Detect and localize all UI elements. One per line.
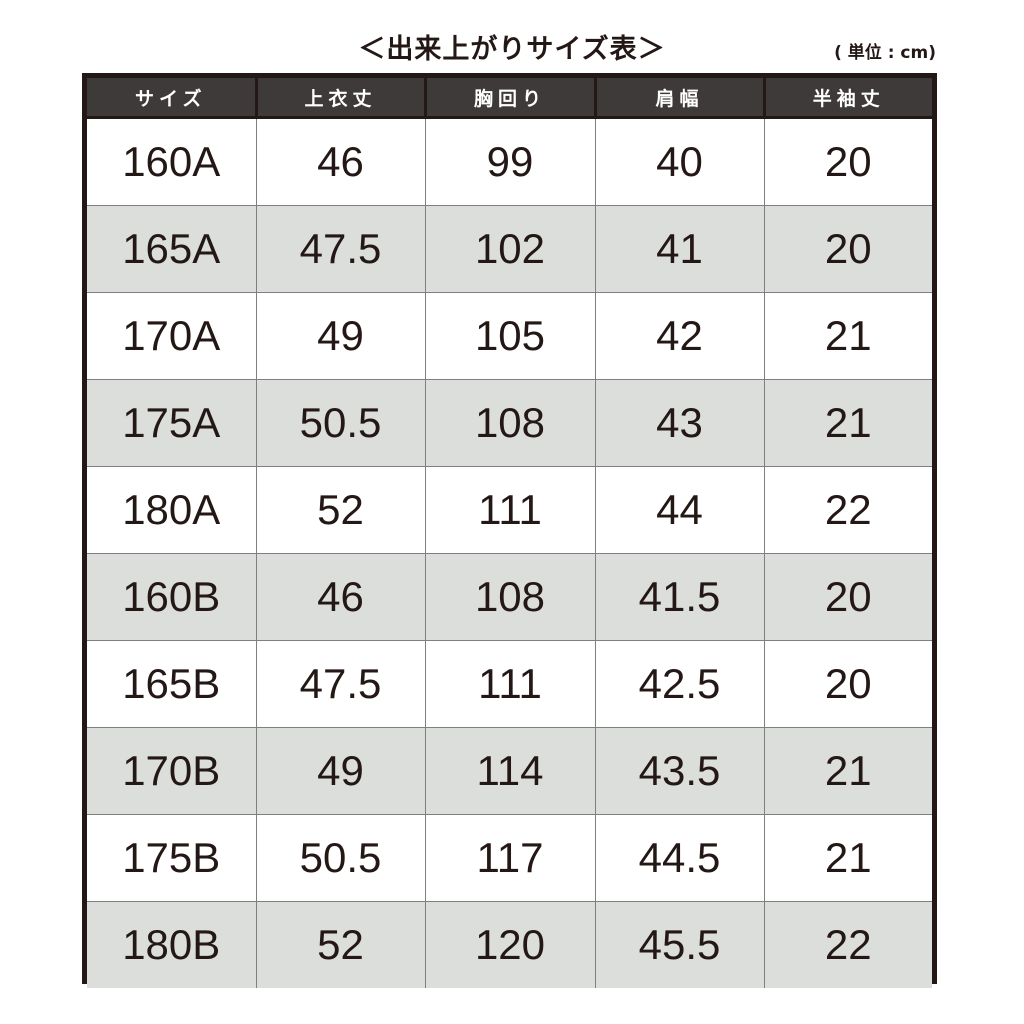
cell-jacket-length: 49 — [255, 727, 425, 815]
cell-chest: 102 — [424, 205, 595, 293]
cell-jacket-length: 50.5 — [255, 379, 425, 467]
table-row: 180B 52 120 45.5 22 — [87, 901, 932, 988]
cell-sleeve-length: 21 — [763, 292, 932, 380]
cell-chest: 108 — [424, 379, 595, 467]
size-table-frame: サイズ 上衣丈 胸回り 肩幅 半袖丈 160A 46 99 40 20 165A… — [82, 73, 937, 988]
cell-chest: 99 — [424, 117, 595, 206]
table-row: 175A 50.5 108 43 21 — [87, 379, 932, 467]
cell-shoulder-width: 45.5 — [594, 901, 764, 988]
cell-shoulder-width: 42 — [594, 292, 764, 380]
cell-size: 170A — [87, 292, 256, 380]
cell-shoulder-width: 43.5 — [594, 727, 764, 815]
cell-sleeve-length: 20 — [763, 117, 932, 206]
cell-shoulder-width: 41.5 — [594, 553, 764, 641]
cell-sleeve-length: 20 — [763, 205, 932, 293]
cell-size: 175A — [87, 379, 256, 467]
cell-size: 165B — [87, 640, 256, 728]
cell-jacket-length: 47.5 — [255, 205, 425, 293]
header-chest: 胸回り — [423, 78, 595, 119]
cell-sleeve-length: 21 — [763, 814, 932, 902]
size-table: サイズ 上衣丈 胸回り 肩幅 半袖丈 160A 46 99 40 20 165A… — [87, 78, 932, 988]
cell-jacket-length: 52 — [255, 901, 425, 988]
table-row: 165A 47.5 102 41 20 — [87, 205, 932, 293]
cell-jacket-length: 46 — [255, 117, 425, 206]
cell-size: 180A — [87, 466, 256, 554]
header-sleeve-length: 半袖丈 — [762, 78, 932, 119]
cell-shoulder-width: 43 — [594, 379, 764, 467]
cell-size: 165A — [87, 205, 256, 293]
cell-chest: 114 — [424, 727, 595, 815]
table-row: 180A 52 111 44 22 — [87, 466, 932, 554]
cell-jacket-length: 49 — [255, 292, 425, 380]
cell-sleeve-length: 22 — [763, 466, 932, 554]
cell-jacket-length: 50.5 — [255, 814, 425, 902]
cell-shoulder-width: 44 — [594, 466, 764, 554]
table-row: 165B 47.5 111 42.5 20 — [87, 640, 932, 728]
cell-chest: 120 — [424, 901, 595, 988]
cell-chest: 117 — [424, 814, 595, 902]
header-jacket-length: 上衣丈 — [254, 78, 425, 119]
cell-size: 170B — [87, 727, 256, 815]
cell-sleeve-length: 22 — [763, 901, 932, 988]
table-row: 175B 50.5 117 44.5 21 — [87, 814, 932, 902]
cell-chest: 108 — [424, 553, 595, 641]
cell-shoulder-width: 44.5 — [594, 814, 764, 902]
table-row: 170A 49 105 42 21 — [87, 292, 932, 380]
cell-jacket-length: 47.5 — [255, 640, 425, 728]
cell-size: 180B — [87, 901, 256, 988]
header-size: サイズ — [87, 78, 256, 119]
cell-chest: 105 — [424, 292, 595, 380]
table-row: 170B 49 114 43.5 21 — [87, 727, 932, 815]
cell-sleeve-length: 20 — [763, 553, 932, 641]
table-row: 160B 46 108 41.5 20 — [87, 553, 932, 641]
page-title: ＜出来上がりサイズ表＞ — [358, 34, 666, 65]
header-shoulder-width: 肩幅 — [593, 78, 764, 119]
cell-sleeve-length: 21 — [763, 727, 932, 815]
cell-size: 160A — [87, 117, 256, 206]
cell-shoulder-width: 42.5 — [594, 640, 764, 728]
cell-sleeve-length: 20 — [763, 640, 932, 728]
cell-sleeve-length: 21 — [763, 379, 932, 467]
cell-chest: 111 — [424, 640, 595, 728]
cell-shoulder-width: 41 — [594, 205, 764, 293]
cell-shoulder-width: 40 — [594, 117, 764, 206]
cell-jacket-length: 52 — [255, 466, 425, 554]
cell-size: 160B — [87, 553, 256, 641]
cell-jacket-length: 46 — [255, 553, 425, 641]
cell-chest: 111 — [424, 466, 595, 554]
table-row: 160A 46 99 40 20 — [87, 117, 932, 206]
unit-label: ( 単位 : cm) — [834, 43, 936, 63]
cell-size: 175B — [87, 814, 256, 902]
header-row: サイズ 上衣丈 胸回り 肩幅 半袖丈 — [87, 78, 932, 119]
